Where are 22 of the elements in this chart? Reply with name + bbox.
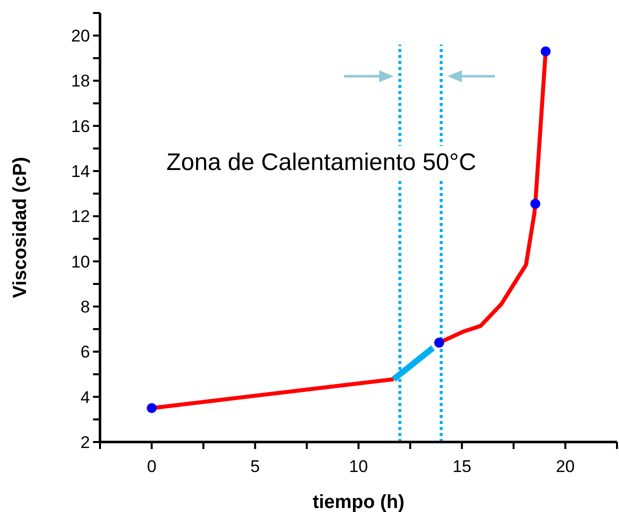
point bbox=[540, 46, 551, 56]
y-tick-label: 8 bbox=[80, 298, 90, 317]
y-tick-label: 6 bbox=[80, 342, 90, 362]
point bbox=[434, 338, 444, 348]
y-tick-label: 12 bbox=[71, 207, 90, 226]
y-tick-label: 14 bbox=[71, 162, 90, 182]
point bbox=[530, 198, 540, 209]
y-axis-title: Viscosidad (cP) bbox=[10, 156, 31, 298]
y-tick-label: 4 bbox=[80, 388, 90, 407]
y-tick-label: 18 bbox=[71, 72, 90, 91]
x-axis-title: tiempo (h) bbox=[312, 492, 404, 512]
x-tick-label: 5 bbox=[250, 457, 260, 476]
y-tick-label: 2 bbox=[80, 433, 90, 452]
x-tick-label: 10 bbox=[349, 457, 368, 476]
annotation: Zona de Calentamiento 50°C bbox=[166, 148, 476, 176]
x-tick-label: 15 bbox=[452, 457, 472, 476]
y-tick-label: 16 bbox=[71, 116, 90, 136]
y-tick-label: 10 bbox=[71, 252, 90, 272]
point bbox=[146, 403, 157, 414]
x-tick-label: 0 bbox=[146, 457, 156, 476]
y-tick-label: 20 bbox=[71, 26, 90, 46]
x-tick-label: 20 bbox=[556, 457, 575, 476]
